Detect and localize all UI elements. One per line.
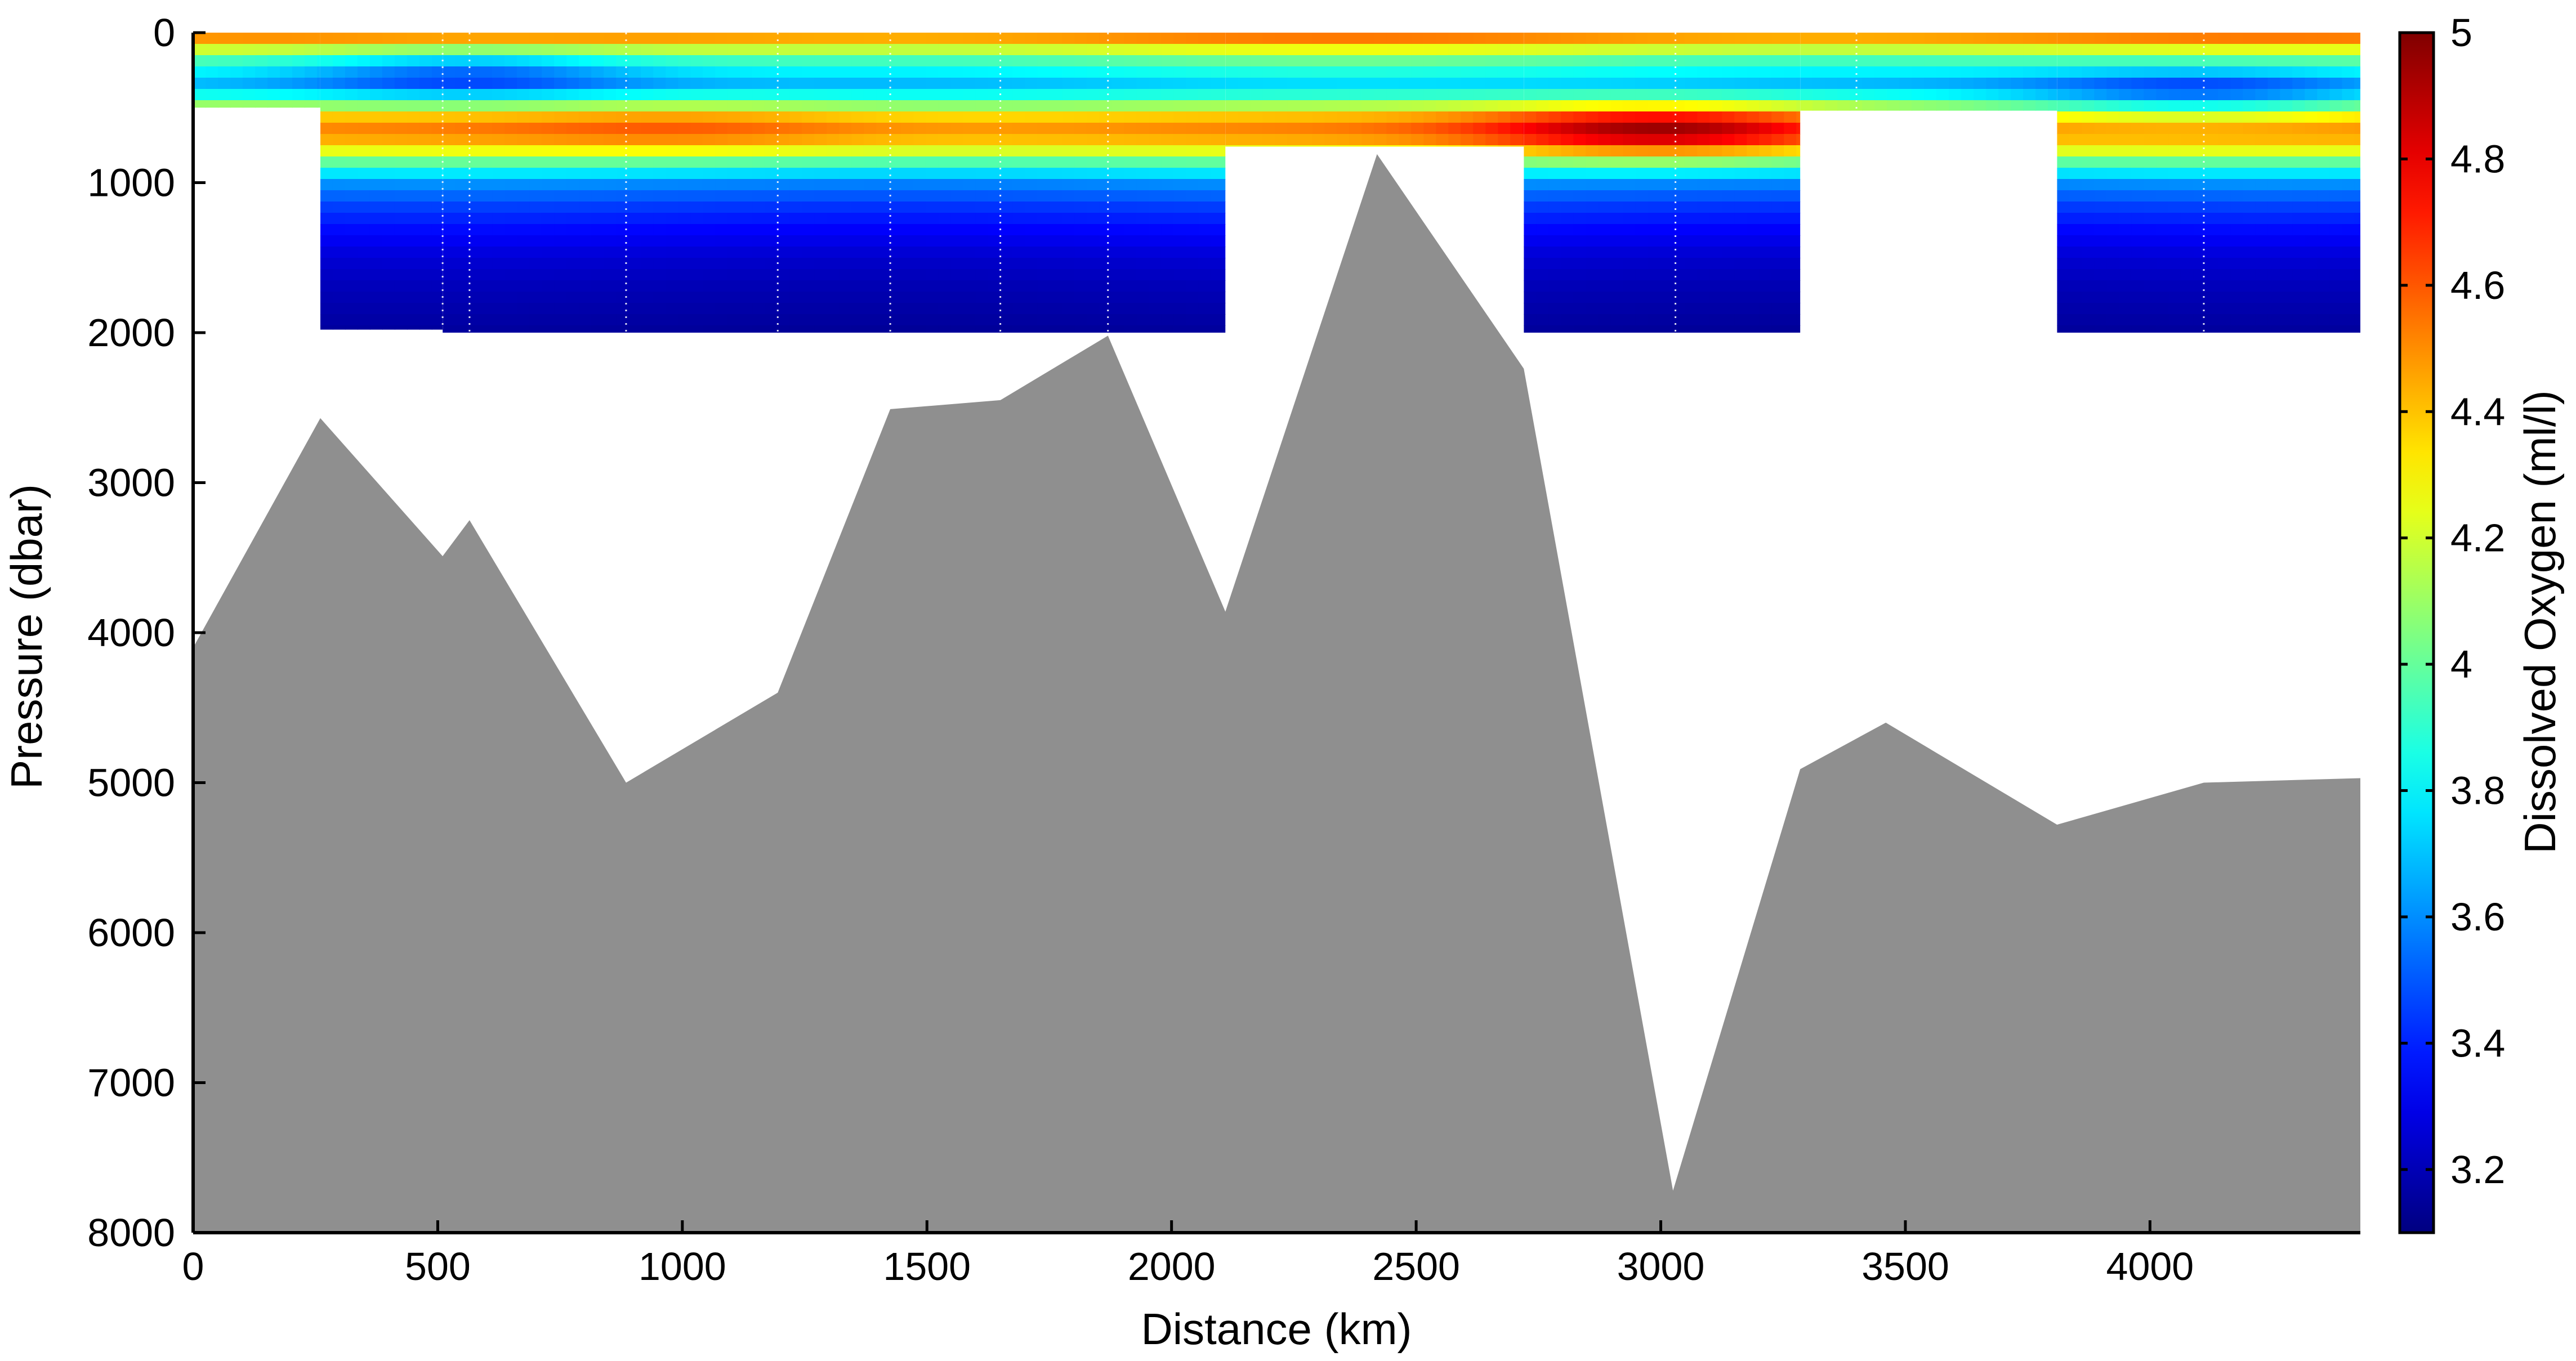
x-tick-label-0: 0 xyxy=(182,1244,204,1288)
colorbar-tick-label-5: 4.2 xyxy=(2450,516,2505,560)
x-tick-label-3500: 3500 xyxy=(1861,1244,1949,1288)
y-tick-label-3000: 3000 xyxy=(87,461,175,505)
x-tick-label-3000: 3000 xyxy=(1617,1244,1705,1288)
bathymetry xyxy=(193,154,2360,1233)
data-block-4 xyxy=(1524,33,1801,333)
colorbar-label: Dissolved Oxygen (ml/l) xyxy=(2515,390,2565,854)
colorbar: 3.2 3.4 3.6 3.8 4 4.2 4.4 4.6 4.8 5 xyxy=(2398,11,2505,1234)
data-block-5 xyxy=(1800,33,2057,111)
station-markers xyxy=(441,33,2205,333)
colorbar-gradient xyxy=(2398,31,2435,1234)
x-tick-label-1500: 1500 xyxy=(883,1244,971,1288)
colorbar-tick-label-8: 4.8 xyxy=(2450,137,2505,181)
y-axis-label: Pressure (dbar) xyxy=(2,484,51,789)
x-tick-label-2500: 2500 xyxy=(1372,1244,1460,1288)
x-axis-label: Distance (km) xyxy=(1141,1304,1412,1354)
y-tick-label-4000: 4000 xyxy=(87,611,175,655)
x-tick-label-2000: 2000 xyxy=(1128,1244,1216,1288)
colorbar-tick-label-6: 4.4 xyxy=(2450,390,2505,433)
data-block-3 xyxy=(1225,33,1524,147)
colorbar-tick-label-7: 4.6 xyxy=(2450,263,2505,307)
colorbar-tick-label-4: 4 xyxy=(2450,642,2472,686)
y-tick-label-0: 0 xyxy=(153,11,175,55)
data-block-6 xyxy=(2057,33,2360,333)
x-tick-label-1000: 1000 xyxy=(639,1244,726,1288)
axes: 0 500 1000 1500 2000 2500 3000 3500 4000 0 1000 200… xyxy=(87,11,2360,1288)
y-tick-label-8000: 8000 xyxy=(87,1211,175,1255)
y-tick-label-7000: 7000 xyxy=(87,1061,175,1105)
x-tick-label-500: 500 xyxy=(405,1244,471,1288)
colorbar-tick-label-2: 3.6 xyxy=(2450,895,2505,939)
x-tick-label-4000: 4000 xyxy=(2106,1244,2194,1288)
y-tick-label-6000: 6000 xyxy=(87,911,175,955)
bathymetry-area xyxy=(193,154,2360,1233)
data-block-2 xyxy=(443,33,1226,333)
colorbar-tick-label-1: 3.4 xyxy=(2450,1021,2505,1065)
data-block-0 xyxy=(193,33,320,108)
y-tick-label-5000: 5000 xyxy=(87,761,175,805)
oxygen-field xyxy=(193,33,2360,333)
data-block-1 xyxy=(320,33,443,330)
colorbar-tick-label-9: 5 xyxy=(2450,11,2472,55)
colorbar-tick-label-0: 3.2 xyxy=(2450,1148,2505,1192)
y-tick-label-2000: 2000 xyxy=(87,311,175,355)
y-tick-label-1000: 1000 xyxy=(87,161,175,205)
colorbar-tick-label-3: 3.8 xyxy=(2450,769,2505,813)
